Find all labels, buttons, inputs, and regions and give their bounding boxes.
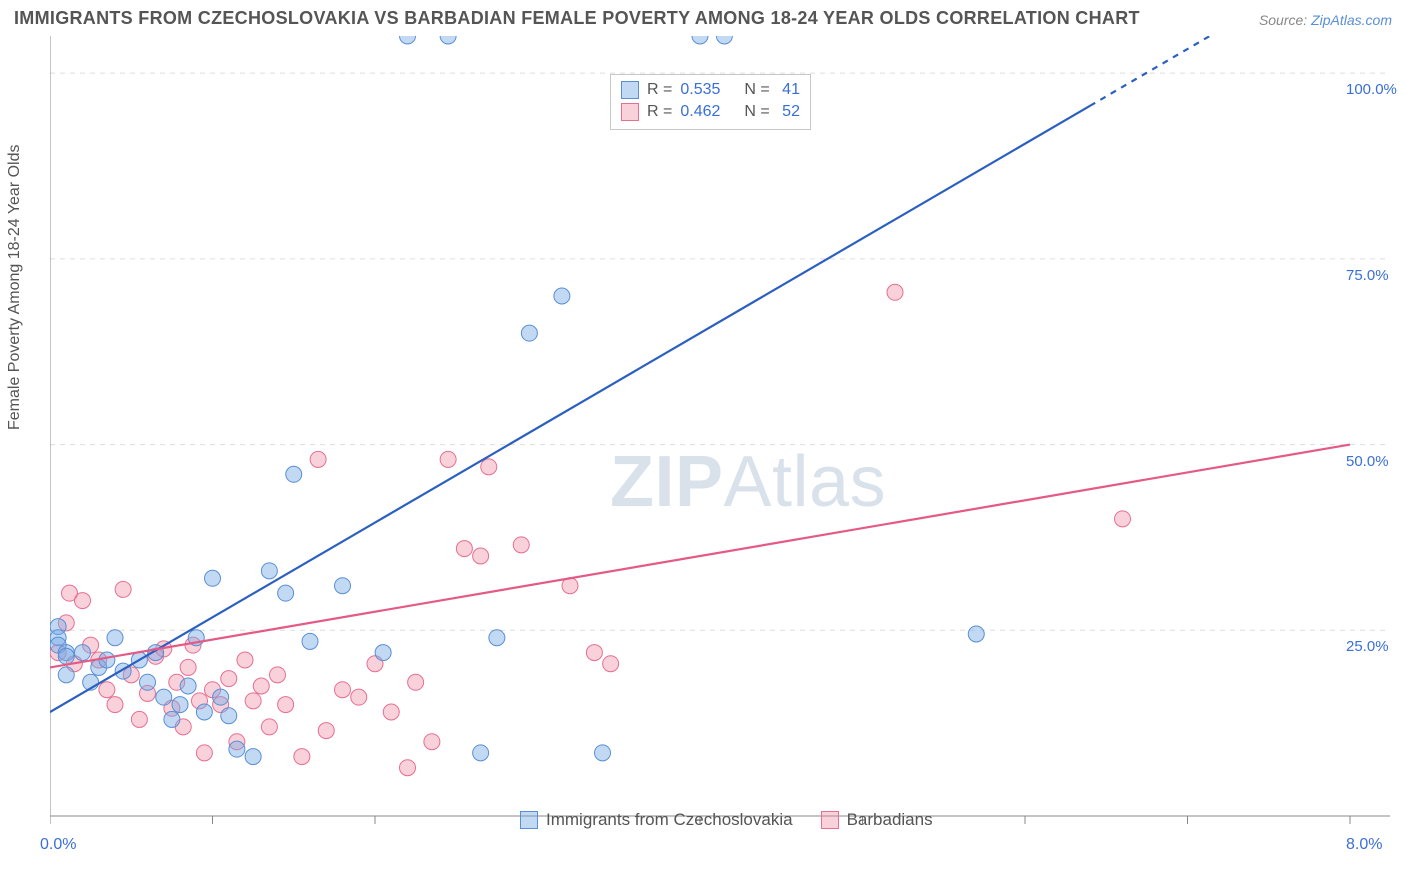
legend-series-item: Immigrants from Czechoslovakia	[520, 810, 793, 830]
legend-series-item: Barbadians	[821, 810, 933, 830]
y-tick-label: 100.0%	[1346, 81, 1397, 98]
y-tick-label: 50.0%	[1346, 453, 1389, 470]
n-value: 52	[778, 103, 800, 121]
source-attribution: Source: ZipAtlas.com	[1259, 12, 1392, 28]
x-axis-start-label: 0.0%	[40, 836, 76, 854]
y-tick-label: 25.0%	[1346, 638, 1389, 655]
legend-swatch	[621, 81, 639, 99]
legend-series-label: Immigrants from Czechoslovakia	[546, 810, 793, 830]
r-value: 0.462	[680, 103, 720, 121]
legend-swatch	[821, 811, 839, 829]
r-value: 0.535	[680, 81, 720, 99]
legend-swatch	[520, 811, 538, 829]
y-tick-label: 75.0%	[1346, 267, 1389, 284]
source-label: Source:	[1259, 12, 1311, 28]
legend-swatch	[621, 103, 639, 121]
y-axis-label: Female Poverty Among 18-24 Year Olds	[6, 145, 24, 431]
chart-title: IMMIGRANTS FROM CZECHOSLOVAKIA VS BARBAD…	[14, 8, 1140, 29]
legend-series: Immigrants from Czechoslovakia Barbadians	[520, 810, 933, 830]
n-value: 41	[778, 81, 800, 99]
r-label: R =	[647, 81, 672, 99]
legend-series-label: Barbadians	[847, 810, 933, 830]
legend-stats: R = 0.535 N = 41 R = 0.462 N = 52	[610, 74, 811, 130]
legend-stats-row: R = 0.462 N = 52	[621, 101, 800, 123]
legend-stats-row: R = 0.535 N = 41	[621, 79, 800, 101]
source-link[interactable]: ZipAtlas.com	[1311, 12, 1392, 28]
scatter-chart	[50, 36, 1396, 836]
plot-container: R =0.535N = 41R =0.462N = 52 ZIPAtlas Im…	[50, 36, 1396, 836]
n-label: N =	[744, 103, 769, 121]
r-label: R =	[647, 103, 672, 121]
x-axis-end-label: 8.0%	[1346, 836, 1382, 854]
n-label: N =	[744, 81, 769, 99]
